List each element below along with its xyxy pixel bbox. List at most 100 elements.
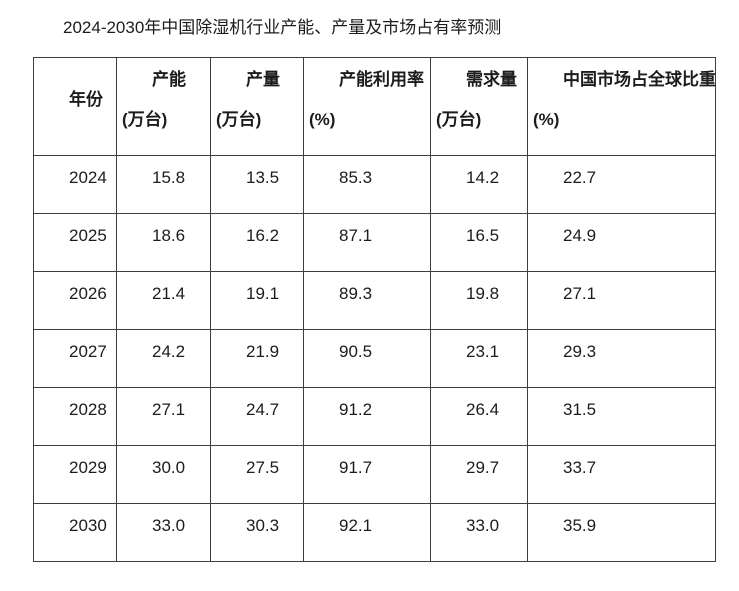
cell-text: 27.1 <box>152 399 186 419</box>
cell-text: 29.7 <box>466 457 500 477</box>
header-row: 年份 产能 (万台) 产量 (万台) 产能利用率 (%) 需求量 (万台) 中国市场占全球比重 (%… <box>33 57 716 156</box>
year-cell: 2030 <box>33 503 117 562</box>
table-row: 2028 27.1 24.7 91.2 26.4 31.5 <box>33 387 716 446</box>
column-header-label: 年份 <box>69 89 103 109</box>
value-cell: 19.8 <box>430 271 528 330</box>
value-cell: 24.7 <box>210 387 304 446</box>
value-cell: 27.1 <box>527 271 716 330</box>
value-cell: 18.6 <box>116 213 211 272</box>
value-cell: 87.1 <box>303 213 431 272</box>
value-cell: 21.4 <box>116 271 211 330</box>
value-cell: 30.3 <box>210 503 304 562</box>
cell-text: 23.1 <box>466 341 500 361</box>
value-cell: 13.5 <box>210 155 304 214</box>
cell-text: 24.7 <box>246 399 280 419</box>
cell-text: 2027 <box>69 341 107 361</box>
value-cell: 30.0 <box>116 445 211 504</box>
cell-text: 33.7 <box>563 457 597 477</box>
cell-text: 30.3 <box>246 515 280 535</box>
cell-text: 27.1 <box>563 283 597 303</box>
value-cell: 89.3 <box>303 271 431 330</box>
cell-text: 27.5 <box>246 457 280 477</box>
column-header-label: 中国市场占全球比重 <box>563 69 716 89</box>
cell-text: 24.2 <box>152 341 186 361</box>
cell-text: 33.0 <box>152 515 186 535</box>
value-cell: 24.9 <box>527 213 716 272</box>
year-cell: 2026 <box>33 271 117 330</box>
value-cell: 19.1 <box>210 271 304 330</box>
year-cell: 2029 <box>33 445 117 504</box>
value-cell: 85.3 <box>303 155 431 214</box>
column-header-1: 产能 (万台) <box>116 57 211 156</box>
cell-text: 24.9 <box>563 225 597 245</box>
value-cell: 23.1 <box>430 329 528 388</box>
column-header-2: 产量 (万台) <box>210 57 304 156</box>
year-cell: 2028 <box>33 387 117 446</box>
column-header-5: 中国市场占全球比重 (%) <box>527 57 716 156</box>
column-header-label: 需求量 <box>466 69 517 89</box>
cell-text: 92.1 <box>339 515 373 535</box>
value-cell: 27.1 <box>116 387 211 446</box>
value-cell: 16.5 <box>430 213 528 272</box>
value-cell: 27.5 <box>210 445 304 504</box>
cell-text: 2030 <box>69 515 107 535</box>
table-row: 2027 24.2 21.9 90.5 23.1 29.3 <box>33 329 716 388</box>
value-cell: 33.0 <box>116 503 211 562</box>
column-header-0: 年份 <box>33 57 117 156</box>
value-cell: 31.5 <box>527 387 716 446</box>
cell-text: 2029 <box>69 457 107 477</box>
column-header-label: 产量 <box>246 69 280 89</box>
value-cell: 22.7 <box>527 155 716 214</box>
column-header-label: 产能利用率 <box>339 69 424 89</box>
cell-text: 85.3 <box>339 167 373 187</box>
value-cell: 24.2 <box>116 329 211 388</box>
year-cell: 2024 <box>33 155 117 214</box>
column-header-4: 需求量 (万台) <box>430 57 528 156</box>
cell-text: 13.5 <box>246 167 280 187</box>
value-cell: 91.7 <box>303 445 431 504</box>
value-cell: 26.4 <box>430 387 528 446</box>
cell-text: 30.0 <box>152 457 186 477</box>
value-cell: 29.7 <box>430 445 528 504</box>
value-cell: 90.5 <box>303 329 431 388</box>
cell-text: 19.1 <box>246 283 280 303</box>
cell-text: 21.9 <box>246 341 280 361</box>
column-header-3: 产能利用率 (%) <box>303 57 431 156</box>
value-cell: 29.3 <box>527 329 716 388</box>
table-row: 2026 21.4 19.1 89.3 19.8 27.1 <box>33 271 716 330</box>
table-row: 2030 33.0 30.3 92.1 33.0 35.9 <box>33 503 716 562</box>
value-cell: 16.2 <box>210 213 304 272</box>
cell-text: 35.9 <box>563 515 597 535</box>
cell-text: 16.2 <box>246 225 280 245</box>
cell-text: 33.0 <box>466 515 500 535</box>
value-cell: 33.0 <box>430 503 528 562</box>
year-cell: 2027 <box>33 329 117 388</box>
cell-text: 87.1 <box>339 225 373 245</box>
cell-text: 29.3 <box>563 341 597 361</box>
value-cell: 21.9 <box>210 329 304 388</box>
table-title: 2024-2030年中国除湿机行业产能、产量及市场占有率预测 <box>63 18 502 37</box>
cell-text: 22.7 <box>563 167 597 187</box>
column-header-label: 产能 <box>152 69 186 89</box>
column-header-unit: (%) <box>533 109 560 129</box>
table-body: 2024 15.8 13.5 85.3 14.2 22.7 2025 18.6 16.2 87.1… <box>33 155 716 562</box>
cell-text: 89.3 <box>339 283 373 303</box>
cell-text: 2025 <box>69 225 107 245</box>
cell-text: 21.4 <box>152 283 186 303</box>
year-cell: 2025 <box>33 213 117 272</box>
cell-text: 16.5 <box>466 225 500 245</box>
table-row: 2029 30.0 27.5 91.7 29.7 33.7 <box>33 445 716 504</box>
cell-text: 15.8 <box>152 167 186 187</box>
column-header-unit: (万台) <box>436 109 482 129</box>
column-header-unit: (万台) <box>122 109 168 129</box>
cell-text: 14.2 <box>466 167 500 187</box>
value-cell: 92.1 <box>303 503 431 562</box>
value-cell: 14.2 <box>430 155 528 214</box>
column-header-unit: (万台) <box>216 109 262 129</box>
forecast-table: 年份 产能 (万台) 产量 (万台) 产能利用率 (%) 需求量 (万台) 中国市场占全球比重 (%… <box>33 57 716 562</box>
cell-text: 18.6 <box>152 225 186 245</box>
cell-text: 2024 <box>69 167 107 187</box>
cell-text: 2028 <box>69 399 107 419</box>
cell-text: 91.7 <box>339 457 373 477</box>
